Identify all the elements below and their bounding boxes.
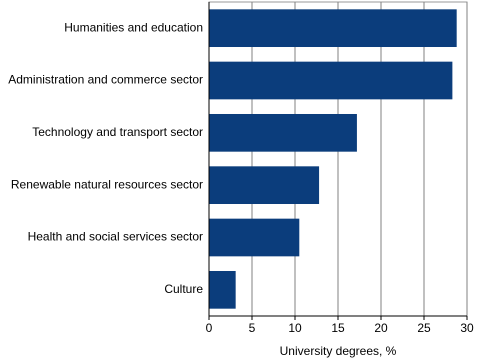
x-tick-label: 0 [206,321,213,335]
y-tick-label: Health and social services sector [28,230,203,244]
y-tick-label: Technology and transport sector [32,125,203,139]
y-tick-label: Renewable natural resources sector [11,177,203,191]
x-tick-label: 20 [374,321,388,335]
y-tick-label: Humanities and education [64,20,203,34]
x-tick-label: 30 [460,321,474,335]
x-axis-title: University degrees, % [280,344,397,358]
bar [209,61,453,100]
y-tick-label: Administration and commerce sector [8,73,203,87]
y-tick-label: Culture [164,282,203,296]
x-tick-label: 10 [288,321,302,335]
bar [209,218,300,257]
x-tick-label: 5 [249,321,256,335]
x-tick-label: 15 [331,321,345,335]
bar [209,166,320,205]
x-tick-label: 25 [417,321,431,335]
bar [209,270,236,309]
bar [209,9,457,48]
bar [209,113,357,152]
